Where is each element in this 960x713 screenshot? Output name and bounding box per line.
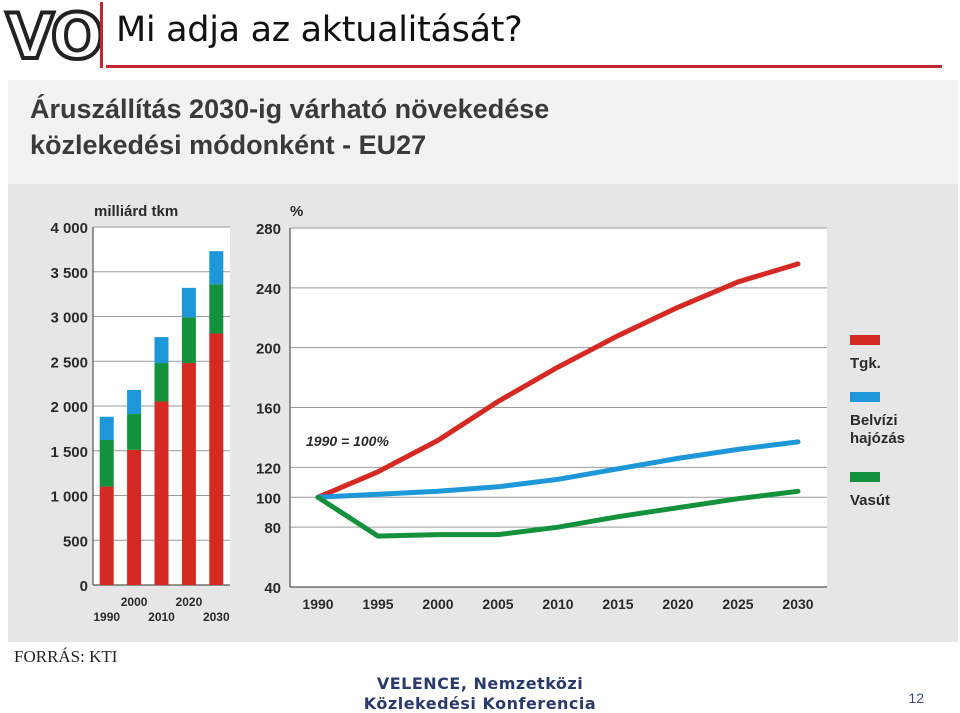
bar-y-tick-label: 3 500 bbox=[50, 265, 88, 282]
figure-title-line: Áruszállítás 2030-ig várható növekedése bbox=[30, 93, 549, 124]
bar-y-tick-label: 1 500 bbox=[50, 444, 88, 461]
bar-segment bbox=[127, 414, 142, 450]
legend-label: Belvízi bbox=[850, 412, 898, 429]
line-series bbox=[315, 488, 801, 539]
bar-y-tick-label: 3 000 bbox=[50, 310, 88, 327]
legend-swatch bbox=[850, 472, 880, 482]
line-y-tick-label: 100 bbox=[256, 490, 281, 507]
figure-title-line: közlekedési módonként - EU27 bbox=[30, 130, 426, 160]
slide-title: Mi adja az aktualitását? bbox=[116, 10, 523, 50]
bar-y-tick-label: 4 000 bbox=[50, 220, 88, 237]
legend-swatch bbox=[850, 392, 880, 402]
line-y-tick-label: 200 bbox=[256, 341, 281, 358]
line-y-tick-label: 160 bbox=[256, 401, 281, 418]
baseline-annotation: 1990 = 100% bbox=[306, 433, 389, 449]
bar-segment bbox=[99, 440, 114, 487]
legend-label: Vasút bbox=[850, 492, 890, 509]
line-y-tick-label: 80 bbox=[264, 520, 281, 537]
bar-segment bbox=[154, 337, 169, 364]
page-number: 12 bbox=[908, 690, 924, 706]
bar-segment bbox=[99, 486, 114, 585]
logo: VO bbox=[4, 0, 106, 75]
bar-segment bbox=[209, 284, 224, 334]
bar-x-tick-label: 2030 bbox=[203, 610, 230, 624]
bar-segment bbox=[154, 363, 169, 402]
stacked-bar-chart: 0 500 1 000 1 500 2 000 2 500 3 000 3 500 4 000 m… bbox=[50, 203, 230, 624]
line-series bbox=[315, 439, 801, 500]
line-x-tick-label: 2000 bbox=[422, 596, 453, 612]
line-x-tick-label: 2005 bbox=[482, 596, 513, 612]
bar-x-tick-label: 2000 bbox=[121, 595, 148, 609]
line-x-tick-label: 2015 bbox=[602, 596, 633, 612]
line-series bbox=[315, 261, 801, 500]
bar-segment bbox=[154, 401, 169, 585]
bar-y-tick-label: 500 bbox=[63, 533, 88, 550]
line-y-tick-label: 240 bbox=[256, 281, 281, 298]
bar-y-tick-label: 2 000 bbox=[50, 399, 88, 416]
bar-segment bbox=[209, 333, 224, 585]
line-y-tick-label: 280 bbox=[256, 221, 281, 238]
bar-y-tick-label: 0 bbox=[80, 578, 88, 595]
bar-x-tick-label: 2010 bbox=[148, 610, 175, 624]
logo-text: VO bbox=[4, 0, 106, 75]
legend-label: hajózás bbox=[850, 430, 905, 447]
title-accent-bar bbox=[100, 2, 103, 68]
line-x-tick-label: 1995 bbox=[362, 596, 393, 612]
bar-y-tick-label: 1 000 bbox=[50, 489, 88, 506]
bar-segment bbox=[181, 363, 196, 585]
line-x-tick-label: 1990 bbox=[302, 596, 333, 612]
line-x-tick-label: 2020 bbox=[662, 596, 693, 612]
bar-x-tick-label: 2020 bbox=[176, 595, 203, 609]
line-x-tick-label: 2010 bbox=[542, 596, 573, 612]
legend-label: Tgk. bbox=[850, 355, 881, 372]
figure-title: Áruszállítás 2030-ig várható növekedése k… bbox=[30, 93, 549, 160]
line-x-tick-label: 2025 bbox=[722, 596, 753, 612]
bar-segment bbox=[181, 287, 196, 318]
bar-x-tick-label: 1990 bbox=[93, 610, 120, 624]
bar-y-tick-label: 2 500 bbox=[50, 354, 88, 371]
bar-segment bbox=[209, 251, 224, 285]
title-underline bbox=[106, 65, 942, 68]
bar-segment bbox=[127, 389, 142, 415]
line-y-tick-label: 120 bbox=[256, 460, 281, 477]
line-chart: 40 80 100 120 160 200 240 280% 1990 1995 2000 2005 2… bbox=[256, 203, 827, 612]
freight-chart-figure: Áruszállítás 2030-ig várható növekedése k… bbox=[8, 80, 958, 642]
footer-conference-line2: Közlekedési Konferencia bbox=[363, 694, 597, 713]
footer-conference-line1: VELENCE, Nemzetközi bbox=[376, 674, 584, 693]
line-y-axis-title: % bbox=[290, 203, 303, 220]
bar-y-axis-title: milliárd tkm bbox=[94, 203, 178, 220]
bar-segment bbox=[181, 317, 196, 364]
line-x-tick-label: 2030 bbox=[782, 596, 813, 612]
source-note: FORRÁS: KTI bbox=[14, 647, 118, 666]
bar-segment bbox=[127, 449, 142, 585]
line-y-tick-label: 40 bbox=[264, 580, 281, 597]
legend-swatch bbox=[850, 335, 880, 345]
bar-segment bbox=[99, 416, 114, 441]
